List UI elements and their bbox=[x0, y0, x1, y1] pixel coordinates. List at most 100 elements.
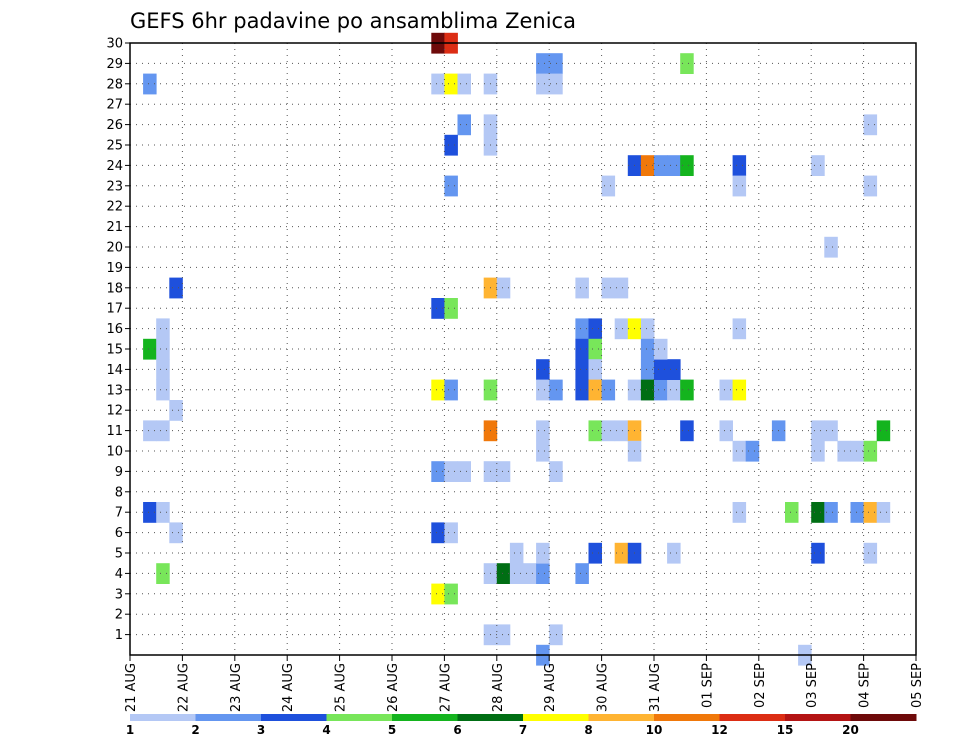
y-tick-label: 1 bbox=[115, 628, 123, 643]
heatmap-cell bbox=[169, 522, 183, 544]
heatmap-cell bbox=[549, 624, 563, 646]
x-tick-label: 23 AUG bbox=[229, 663, 244, 712]
colorbar-swatch bbox=[785, 714, 851, 721]
x-tick-label: 03 SEP bbox=[805, 663, 820, 708]
heatmap-cell bbox=[431, 583, 445, 605]
heatmap-cell bbox=[509, 563, 524, 584]
heatmap-cell bbox=[536, 53, 550, 74]
heatmap-cell bbox=[588, 318, 602, 340]
colorbar-swatch bbox=[719, 714, 786, 721]
heatmap-cell bbox=[876, 502, 891, 523]
heatmap-cell bbox=[640, 379, 655, 401]
heatmap-cell bbox=[732, 440, 747, 462]
colorbar-swatch bbox=[392, 714, 458, 721]
y-tick-label: 9 bbox=[115, 465, 123, 480]
heatmap-cell bbox=[536, 379, 550, 401]
heatmap-cell bbox=[143, 73, 157, 95]
x-tick-label: 29 AUG bbox=[543, 663, 558, 712]
y-tick-label: 28 bbox=[106, 77, 123, 92]
heatmap-cell bbox=[444, 379, 458, 401]
x-tick-label: 31 AUG bbox=[648, 663, 663, 712]
heatmap-cell bbox=[667, 359, 681, 380]
y-tick-label: 25 bbox=[106, 139, 123, 154]
heatmap-cell bbox=[575, 359, 589, 380]
chart-title: GEFS 6hr padavine po ansamblima Zenica bbox=[130, 9, 576, 33]
colorbar-tick-label: 3 bbox=[257, 723, 265, 737]
heatmap-cell bbox=[732, 175, 747, 197]
colorbar-swatch bbox=[523, 714, 589, 721]
heatmap-cell bbox=[575, 277, 589, 299]
colorbar-tick-label: 1 bbox=[126, 723, 134, 737]
colorbar-tick-label: 7 bbox=[519, 723, 527, 737]
heatmap-cell bbox=[811, 440, 825, 462]
heatmap-cell bbox=[614, 277, 629, 299]
colorbar-swatch bbox=[457, 714, 524, 721]
heatmap-cell bbox=[811, 542, 825, 564]
heatmap-cell bbox=[143, 502, 157, 523]
heatmap-cell bbox=[824, 420, 838, 442]
heatmap-cell bbox=[588, 338, 602, 360]
heatmap-cell bbox=[496, 563, 511, 584]
x-tick-label: 02 SEP bbox=[753, 663, 768, 708]
heatmap-cell bbox=[156, 379, 170, 401]
heatmap-cell bbox=[732, 379, 747, 401]
heatmap-cell bbox=[549, 379, 563, 401]
y-tick-label: 15 bbox=[106, 343, 123, 358]
heatmap-cell bbox=[444, 298, 458, 319]
x-tick-label: 21 AUG bbox=[124, 663, 139, 712]
heatmap-cell bbox=[811, 155, 825, 176]
heatmap-cell bbox=[850, 502, 864, 523]
y-tick-label: 18 bbox=[106, 281, 123, 296]
x-tick-label: 05 SEP bbox=[910, 663, 925, 708]
colorbar-tick-label: 10 bbox=[646, 723, 663, 737]
grid-lines bbox=[130, 42, 916, 655]
heatmap-cell bbox=[536, 420, 550, 442]
colorbar-tick-label: 5 bbox=[388, 723, 396, 737]
y-tick-label: 10 bbox=[106, 445, 123, 460]
colorbar-swatch bbox=[326, 714, 393, 721]
x-tick-label: 30 AUG bbox=[596, 663, 611, 712]
heatmap-cell bbox=[601, 379, 616, 401]
heatmap-cell bbox=[732, 502, 747, 523]
heatmap-cell bbox=[156, 420, 170, 442]
heatmap-cell bbox=[156, 502, 170, 523]
heatmap-cell bbox=[549, 73, 563, 95]
y-tick-label: 23 bbox=[106, 179, 123, 194]
heatmap-cell bbox=[601, 175, 616, 197]
heatmap-cell bbox=[824, 236, 838, 258]
heatmap-cell bbox=[745, 440, 760, 462]
y-tick-label: 17 bbox=[106, 302, 123, 317]
colorbar-tick-label: 20 bbox=[842, 723, 859, 737]
heatmap-cell bbox=[719, 379, 733, 401]
heatmap-cell bbox=[431, 298, 445, 319]
y-tick-label: 16 bbox=[106, 322, 123, 337]
x-tick-label: 25 AUG bbox=[334, 663, 349, 712]
heatmap-cell bbox=[785, 502, 799, 523]
x-axis: 21 AUG 22 AUG 23 AUG 24 AUG 25 AUG 26 AUG 27 A… bbox=[124, 655, 925, 712]
colorbar-tick-label: 8 bbox=[584, 723, 592, 737]
heatmap-cell bbox=[575, 338, 589, 360]
heatmap-cell bbox=[614, 318, 629, 340]
heatmap-cell bbox=[640, 318, 655, 340]
heatmap-cell bbox=[863, 502, 878, 523]
heatmap-cell bbox=[654, 338, 668, 360]
heatmap-cell bbox=[444, 73, 458, 95]
heatmap-cell bbox=[523, 563, 537, 584]
colorbar-swatch bbox=[130, 714, 196, 721]
heatmap-cell bbox=[640, 155, 655, 176]
y-tick-label: 14 bbox=[106, 363, 123, 378]
heatmap-cell bbox=[143, 338, 157, 360]
heatmap-cell bbox=[824, 502, 838, 523]
y-tick-label: 5 bbox=[115, 547, 123, 562]
colorbar-swatch bbox=[654, 714, 720, 721]
heatmap-cell bbox=[444, 461, 458, 482]
y-tick-label: 6 bbox=[115, 526, 123, 541]
heatmap-cell bbox=[575, 318, 589, 340]
heatmap-cell bbox=[680, 379, 694, 401]
heatmap-cell bbox=[536, 359, 550, 380]
heatmap-cell bbox=[850, 440, 864, 462]
heatmap-cell bbox=[156, 338, 170, 360]
x-tick-label: 22 AUG bbox=[176, 663, 191, 712]
heatmap-cell bbox=[457, 114, 471, 136]
